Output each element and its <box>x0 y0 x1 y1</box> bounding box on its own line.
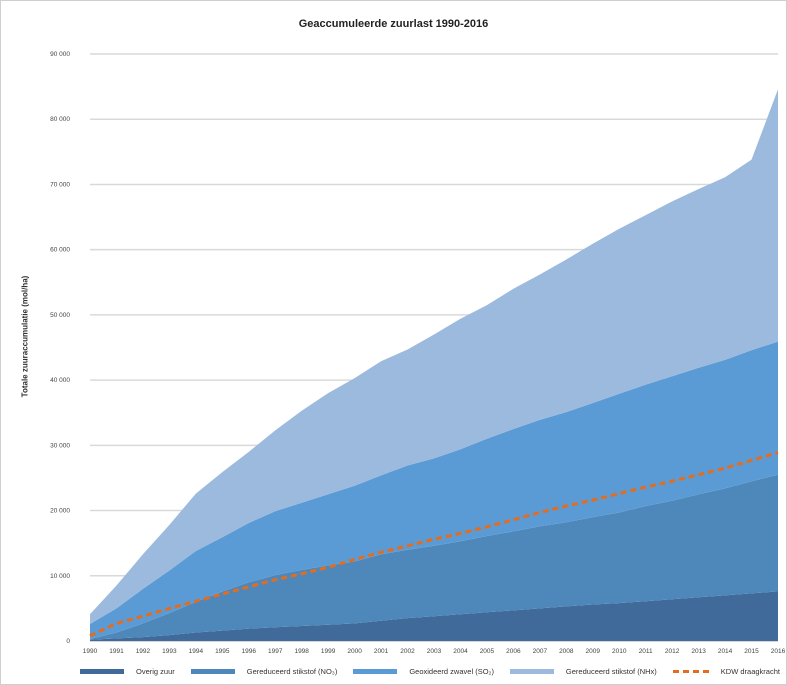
x-tick-label: 1993 <box>162 648 177 655</box>
legend-item: Gereduceerd stikstof (NO₃) <box>190 667 338 676</box>
x-tick-label: 1996 <box>242 648 257 655</box>
legend-label: Overig zuur <box>136 667 175 676</box>
legend-label: Geoxideerd zwavel (SO₂) <box>409 667 494 676</box>
legend-item: Gereduceerd stikstof (NHx) <box>509 667 657 676</box>
legend: Overig zuur Gereduceerd stikstof (NO₃) Geo… <box>80 667 780 676</box>
x-tick-label: 2010 <box>612 648 627 655</box>
y-tick-label: 60 000 <box>50 247 70 254</box>
x-tick-label: 1998 <box>294 648 309 655</box>
y-tick-label: 40 000 <box>50 377 70 384</box>
x-tick-label: 2015 <box>744 648 759 655</box>
legend-swatch <box>509 669 554 674</box>
area-series <box>90 474 778 640</box>
legend-swatch <box>80 669 124 674</box>
x-tick-label: 2006 <box>506 648 521 655</box>
legend-label: Gereduceerd stikstof (NHx) <box>565 667 657 676</box>
y-tick-label: 80 000 <box>50 116 70 123</box>
y-tick-label: 90 000 <box>50 51 70 58</box>
x-tick-label: 2002 <box>400 648 415 655</box>
x-tick-label: 2000 <box>347 648 362 655</box>
legend-item: Geoxideerd zwavel (SO₂) <box>353 667 494 676</box>
x-tick-label: 1997 <box>268 648 283 655</box>
x-tick-labels: 1990 1991 1992 1993 1994 1995 1996 1997 1998 1999… <box>83 648 786 655</box>
x-tick-label: 2011 <box>639 648 653 655</box>
y-tick-label: 0 <box>66 638 70 645</box>
x-tick-label: 2012 <box>665 648 680 655</box>
x-tick-label: 2014 <box>718 648 733 655</box>
x-tick-label: 1992 <box>136 648 151 655</box>
threshold-line-group <box>89 451 779 638</box>
threshold-line <box>89 451 779 638</box>
x-tick-label: 1991 <box>109 648 124 655</box>
area-series <box>90 341 778 640</box>
x-tick-label: 2001 <box>374 648 389 655</box>
x-tick-label: 2016 <box>771 648 786 655</box>
legend-item: KDW draagkracht <box>672 667 780 676</box>
y-tick-label: 70 000 <box>50 181 70 188</box>
area-series <box>90 89 778 625</box>
y-tick-label: 30 000 <box>50 442 70 449</box>
y-tick-label: 20 000 <box>50 508 70 515</box>
legend-swatch <box>353 669 398 674</box>
y-tick-labels: 0 10 000 20 000 30 000 40 000 50 000 60 000 70 … <box>50 51 70 645</box>
legend-label: KDW draagkracht <box>720 667 780 676</box>
x-tick-label: 1995 <box>215 648 230 655</box>
x-tick-label: 1999 <box>321 648 336 655</box>
stacked-areas <box>90 89 778 641</box>
x-tick-label: 2009 <box>586 648 601 655</box>
x-tick-label: 1994 <box>189 648 204 655</box>
x-tick-label: 2004 <box>453 648 468 655</box>
legend-label: Gereduceerd stikstof (NO₃) <box>246 667 338 676</box>
chart-title: Geaccumuleerde zuurlast 1990-2016 <box>298 18 489 30</box>
x-tick-label: 2013 <box>691 648 706 655</box>
legend-swatch <box>672 670 709 673</box>
legend-swatch <box>190 669 235 674</box>
x-tick-label: 1990 <box>83 648 98 655</box>
x-tick-label: 2008 <box>559 648 574 655</box>
y-tick-label: 50 000 <box>50 312 70 319</box>
x-tick-label: 2005 <box>480 648 495 655</box>
y-tick-label: 10 000 <box>50 573 70 580</box>
x-tick-label: 2003 <box>427 648 442 655</box>
x-tick-label: 2007 <box>533 648 548 655</box>
legend-item: Overig zuur <box>80 667 175 676</box>
